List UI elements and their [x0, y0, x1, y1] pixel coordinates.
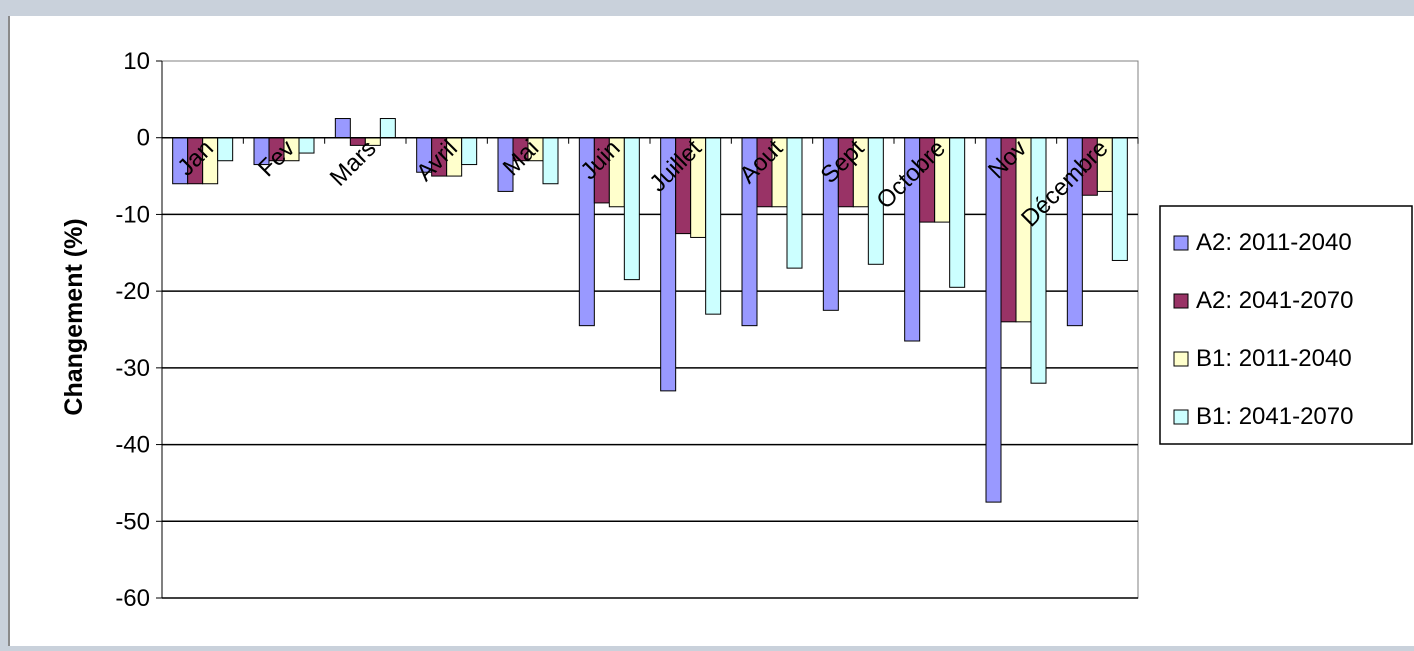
bar-4-aout	[786, 137, 803, 269]
y-tick-label: -30	[115, 355, 150, 382]
bar-4-avril	[461, 137, 478, 166]
gridlines	[161, 60, 1139, 599]
legend-swatch	[1173, 351, 1189, 367]
legend-entry: B1: 2011-2040	[1196, 345, 1352, 372]
y-tick-label: 0	[137, 125, 150, 152]
bar-4-mars	[379, 118, 396, 139]
bar-1-nov	[985, 137, 1002, 503]
y-tick-label: -50	[115, 508, 150, 535]
bar-4-fev	[298, 137, 315, 154]
bar-4-nov	[1030, 137, 1047, 384]
bar-4-juin	[623, 137, 640, 281]
legend-entry: A2: 2041-2070	[1196, 287, 1353, 314]
y-tick-label: -40	[115, 432, 150, 459]
bars	[172, 118, 1128, 503]
bar-4-jan	[217, 137, 234, 162]
axes	[156, 60, 1139, 599]
legend-box	[1159, 205, 1413, 445]
legend-entry: A2: 2011-2040	[1196, 229, 1352, 256]
y-tick-label: -10	[115, 201, 150, 228]
y-tick-labels: 10 0 -10 -20 -30 -40 -50 -60	[115, 48, 150, 612]
legend-swatch	[1173, 235, 1189, 251]
bar-4-juillet	[705, 137, 722, 315]
bar-4-mai	[542, 137, 559, 185]
legend-swatch	[1173, 409, 1189, 425]
legend-entry: B1: 2041-2070	[1196, 403, 1353, 430]
legend: A2: 2011-2040 A2: 2041-2070 B1: 2011-2040 B…	[1159, 205, 1413, 445]
bar-chart: Changement (%) 100-10-20-30-40-50-60 Jan…	[60, 48, 1413, 612]
bar-4-octobre	[949, 137, 966, 288]
legend-swatch	[1173, 293, 1189, 309]
y-tick-label: -60	[115, 585, 150, 612]
y-tick-label: 10	[123, 48, 150, 75]
y-axis-label: Changement (%)	[60, 218, 88, 415]
bar-1-mars	[334, 118, 351, 139]
y-tick-label: -20	[115, 278, 150, 305]
chart-panel: Changement (%) 10 0 -10 -20 -30 -40 -50 -60 Jan…	[8, 16, 1414, 646]
bar-4-décembre	[1111, 137, 1128, 261]
